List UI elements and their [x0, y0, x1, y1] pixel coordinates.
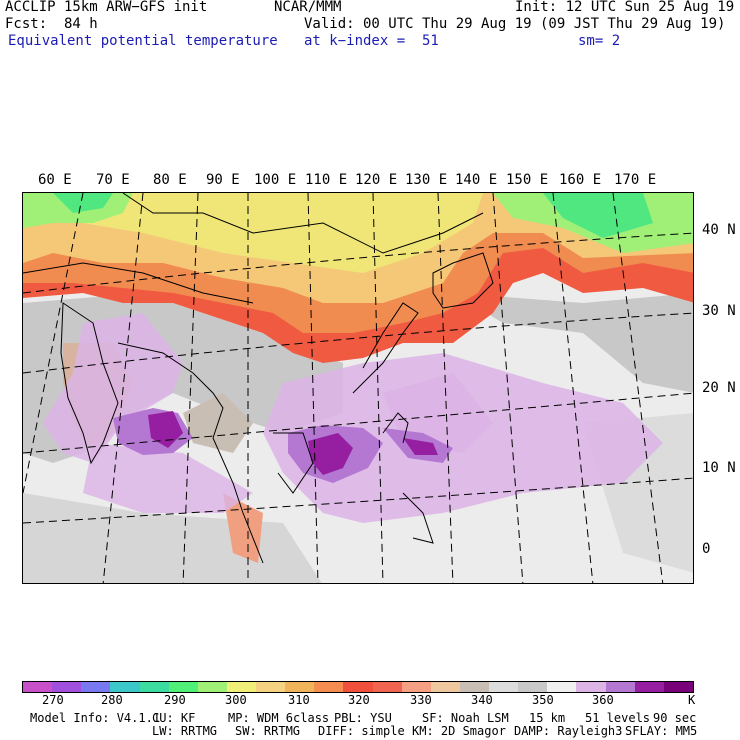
colorbar-label: 290 [164, 693, 186, 707]
lat-label: 30 N [702, 303, 736, 319]
colorbar-swatch [634, 682, 664, 692]
colorbar-swatch [430, 682, 460, 692]
colorbar-label: 340 [471, 693, 493, 707]
field-name: Equivalent potential temperature [8, 33, 278, 49]
colorbar-swatch [605, 682, 635, 692]
fcst-label: Fcst: [5, 16, 48, 32]
valid-time: Valid: 00 UTC Thu 29 Aug 19 (09 JST Thu … [304, 16, 726, 32]
colorbar-swatch [489, 682, 519, 692]
lon-label: 90 E [206, 172, 240, 188]
colorbar-swatch [518, 682, 548, 692]
map-panel [22, 192, 694, 584]
model-title: ACCLIP 15km ARW−GFS init [5, 0, 208, 15]
colorbar-swatch [401, 682, 431, 692]
colorbar-swatch [285, 682, 315, 692]
lat-label: 10 N [702, 460, 736, 476]
lon-label: 70 E [96, 172, 130, 188]
levels: 51 levels [585, 711, 651, 725]
colorbar-swatch [459, 682, 489, 692]
colorbar-swatch [139, 682, 169, 692]
theta-e-field [23, 193, 693, 583]
lat-label: 0 [702, 541, 711, 557]
colorbar-label: 360 [592, 693, 614, 707]
colorbar-swatch [81, 682, 111, 692]
colorbar-label: 330 [410, 693, 432, 707]
colorbar-swatch [52, 682, 82, 692]
colorbar-swatch [314, 682, 344, 692]
sf-scheme: SF: Noah LSM [422, 711, 509, 725]
lon-label: 60 E [38, 172, 72, 188]
level-label: at k−index = 51 [304, 33, 439, 49]
fcst-value: 84 h [64, 16, 98, 32]
lon-label: 150 E [506, 172, 549, 188]
colorbar-swatch [197, 682, 227, 692]
pbl-scheme: PBL: YSU [334, 711, 392, 725]
cu-scheme: CU: KF [152, 711, 196, 725]
colorbar-swatch [576, 682, 606, 692]
colorbar-label: 300 [225, 693, 247, 707]
lon-label: 120 E [355, 172, 398, 188]
colorbar-unit: K [688, 693, 696, 707]
timestep: 90 sec [653, 711, 697, 725]
lon-label: 130 E [405, 172, 448, 188]
colorbar-label: 280 [101, 693, 123, 707]
sflay-scheme: SFLAY: MM5 [625, 724, 698, 738]
colorbar-label: 320 [348, 693, 370, 707]
colorbar-swatch [168, 682, 198, 692]
lon-label: 80 E [153, 172, 187, 188]
lon-label: 160 E [559, 172, 602, 188]
damp-scheme: DAMP: Rayleigh3 [514, 724, 623, 738]
colorbar-swatch [23, 682, 53, 692]
colorbar-label: 310 [288, 693, 310, 707]
smoothing-label: sm= 2 [578, 33, 621, 49]
lon-label: 110 E [305, 172, 348, 188]
colorbar-label: 270 [42, 693, 64, 707]
center-label: NCAR/MMM [274, 0, 342, 15]
colorbar [22, 681, 694, 693]
colorbar-swatch [372, 682, 402, 692]
colorbar-swatch [547, 682, 577, 692]
lat-label: 20 N [702, 380, 736, 396]
lw-scheme: LW: RRTMG [152, 724, 218, 738]
diff-scheme: DIFF: simple [318, 724, 405, 738]
lon-label: 140 E [455, 172, 498, 188]
colorbar-swatch [110, 682, 140, 692]
colorbar-swatch [663, 682, 693, 692]
lon-label: 170 E [614, 172, 657, 188]
mp-scheme: MP: WDM 6class [228, 711, 330, 725]
sw-scheme: SW: RRTMG [235, 724, 301, 738]
colorbar-swatch [343, 682, 373, 692]
colorbar-swatch [226, 682, 256, 692]
init-time: Init: 12 UTC Sun 25 Aug 19 [515, 0, 735, 15]
lat-label: 40 N [702, 222, 736, 238]
lon-label: 100 E [254, 172, 297, 188]
model-info: Model Info: V4.1.1 [30, 711, 161, 725]
resolution: 15 km [529, 711, 566, 725]
colorbar-swatch [256, 682, 286, 692]
colorbar-label: 350 [532, 693, 554, 707]
km-scheme: KM: 2D Smagor [412, 724, 506, 738]
